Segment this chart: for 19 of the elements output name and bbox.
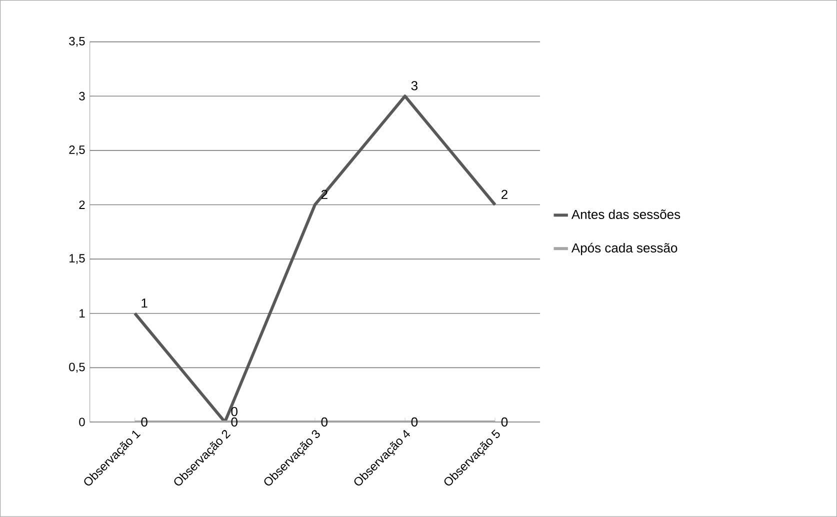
y-tick-label: 1,5 [70, 254, 85, 264]
y-tick-label: 2 [79, 200, 85, 210]
legend-label: Antes das sessões [571, 210, 680, 220]
data-label: 2 [502, 190, 508, 199]
data-label: 0 [411, 417, 418, 427]
data-label: 0 [231, 417, 238, 427]
y-tick-label: 1 [80, 309, 85, 318]
y-tick-label: 0 [79, 418, 85, 426]
y-tick-label: 3,5 [69, 36, 85, 47]
data-label: 0 [321, 417, 328, 427]
y-tick-label: 2,5 [69, 146, 85, 156]
data-label: 3 [411, 81, 418, 90]
legend-label: Após cada sessão [571, 242, 678, 256]
data-label: 0 [231, 407, 238, 416]
data-label: 0 [141, 417, 148, 427]
y-tick-label: 3 [79, 92, 85, 100]
y-tick-label: 0,5 [69, 362, 85, 373]
data-label: 0 [501, 417, 508, 427]
data-label: 1 [142, 298, 148, 308]
